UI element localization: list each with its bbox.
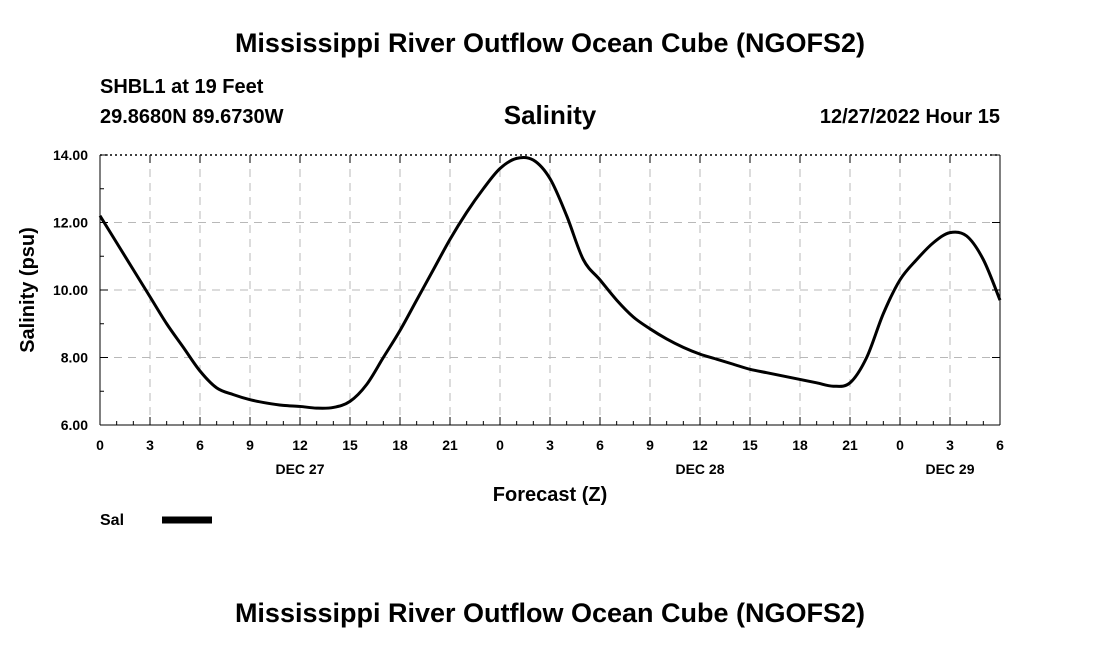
x-tick-label: 0 <box>496 437 504 453</box>
x-tick-label: 15 <box>342 437 358 453</box>
x-tick-label: 6 <box>996 437 1004 453</box>
legend-label: Sal <box>100 512 124 529</box>
x-tick-label: 21 <box>842 437 858 453</box>
x-tick-label: 6 <box>596 437 604 453</box>
station-label: SHBL1 at 19 Feet <box>100 76 264 98</box>
date-label: DEC 29 <box>925 461 974 477</box>
y-tick-label: 8.00 <box>61 350 88 366</box>
plot-title: Salinity <box>503 100 597 130</box>
x-axis-title: Forecast (Z) <box>493 484 607 506</box>
x-tick-label: 0 <box>96 437 104 453</box>
x-tick-label: 18 <box>392 437 408 453</box>
y-tick-label: 6.00 <box>61 417 88 433</box>
y-tick-label: 12.00 <box>53 215 88 231</box>
station-coordinates: 29.8680N 89.6730W <box>100 106 284 128</box>
x-tick-label: 6 <box>196 437 204 453</box>
forecast-timestamp: 12/27/2022 Hour 15 <box>819 106 1000 128</box>
x-tick-label: 3 <box>946 437 954 453</box>
x-tick-label: 3 <box>546 437 554 453</box>
date-label: DEC 28 <box>675 461 724 477</box>
series-line-sal <box>98 155 1002 410</box>
page-title: Mississippi River Outflow Ocean Cube (NG… <box>234 28 866 58</box>
x-tick-label: 0 <box>896 437 904 453</box>
x-tick-label: 9 <box>246 437 254 453</box>
y-axis-title: Salinity (psu) <box>17 227 39 353</box>
x-tick-label: 9 <box>646 437 654 453</box>
x-tick-label: 21 <box>442 437 458 453</box>
x-tick-label: 15 <box>742 437 758 453</box>
date-label: DEC 27 <box>275 461 324 477</box>
x-tick-label: 18 <box>792 437 808 453</box>
page-title-repeat: Mississippi River Outflow Ocean Cube (NG… <box>234 598 866 628</box>
x-tick-label: 3 <box>146 437 154 453</box>
x-tick-label: 12 <box>292 437 308 453</box>
y-tick-label: 10.00 <box>53 282 88 298</box>
y-tick-label: 14.00 <box>53 147 88 163</box>
x-tick-label: 12 <box>692 437 708 453</box>
